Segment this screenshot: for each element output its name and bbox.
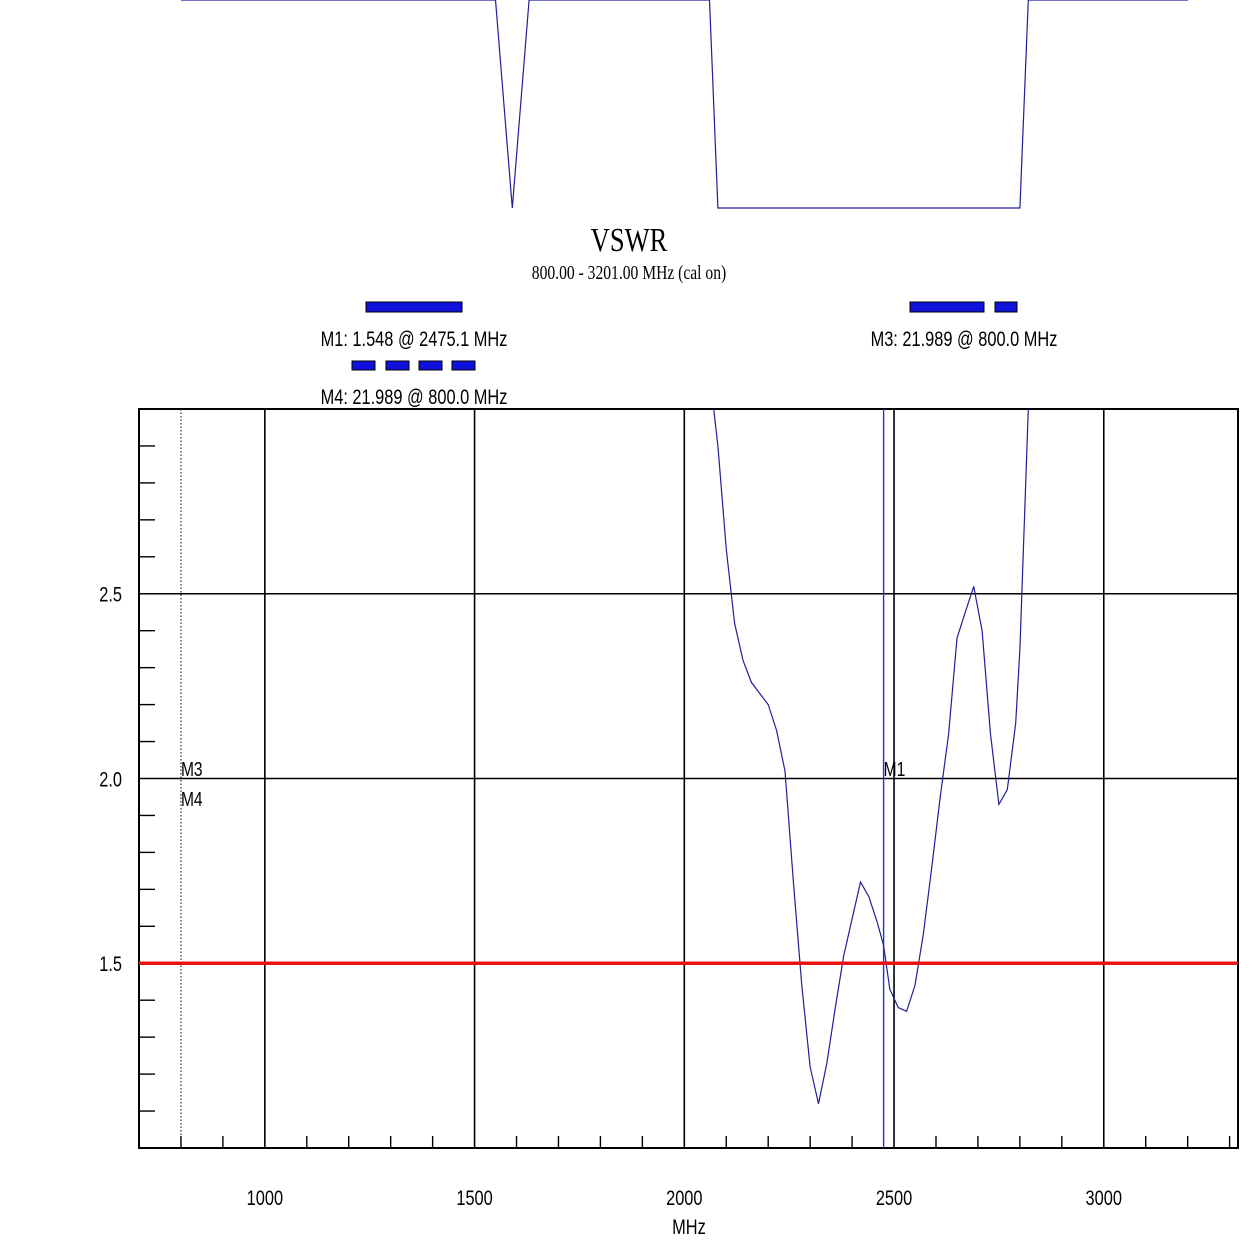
upper-plot-trace [180, 0, 1189, 209]
marker-m1-line-sample [365, 301, 463, 313]
marker-m1-readout: M1: 1.548 @ 2475.1 MHz [321, 327, 508, 350]
marker-m3-readout: M3: 21.989 @ 800.0 MHz [871, 327, 1058, 350]
y-tick-label: 2.5 [99, 583, 122, 606]
x-axis-label: MHz [672, 1215, 706, 1238]
x-tick-label: 1500 [456, 1186, 492, 1209]
marker-m4-dash-sample [451, 360, 476, 371]
x-tick-label: 1000 [247, 1186, 283, 1209]
upper-plot-trace-area [180, 0, 1189, 209]
y-tick-label: 2.0 [99, 768, 122, 791]
marker-m3-dash-sample [994, 301, 1018, 313]
marker-m1-label: M1 [884, 758, 906, 780]
y-tick-label: 1.5 [99, 952, 122, 975]
marker-m4-readout: M4: 21.989 @ 800.0 MHz [321, 385, 508, 408]
chart-title: VSWR [591, 221, 668, 259]
marker-m4-dash-sample [351, 360, 376, 371]
marker-legend-m4: M4: 21.989 @ 800.0 MHz [321, 360, 508, 408]
x-tick-label: 2500 [876, 1186, 912, 1209]
marker-m3-dash-sample [909, 301, 985, 313]
chart-subtitle: 800.00 - 3201.00 MHz (cal on) [532, 261, 726, 284]
vswr-trace [713, 409, 1029, 1104]
marker-legend-m1: M1: 1.548 @ 2475.1 MHz [321, 301, 508, 350]
vswr-plot-area: 1000 1500 2000 2500 3000 1.5 2.0 2.5 M3 M4 M1 [99, 408, 1239, 1209]
x-tick-label: 3000 [1086, 1186, 1122, 1209]
marker-m4-dash-sample [385, 360, 410, 371]
marker-m3-label: M3 [181, 758, 203, 780]
x-tick-label: 2000 [666, 1186, 702, 1209]
marker-m4-dash-sample [418, 360, 443, 371]
marker-m4-label: M4 [181, 788, 203, 810]
marker-legend-m3: M3: 21.989 @ 800.0 MHz [871, 301, 1058, 350]
